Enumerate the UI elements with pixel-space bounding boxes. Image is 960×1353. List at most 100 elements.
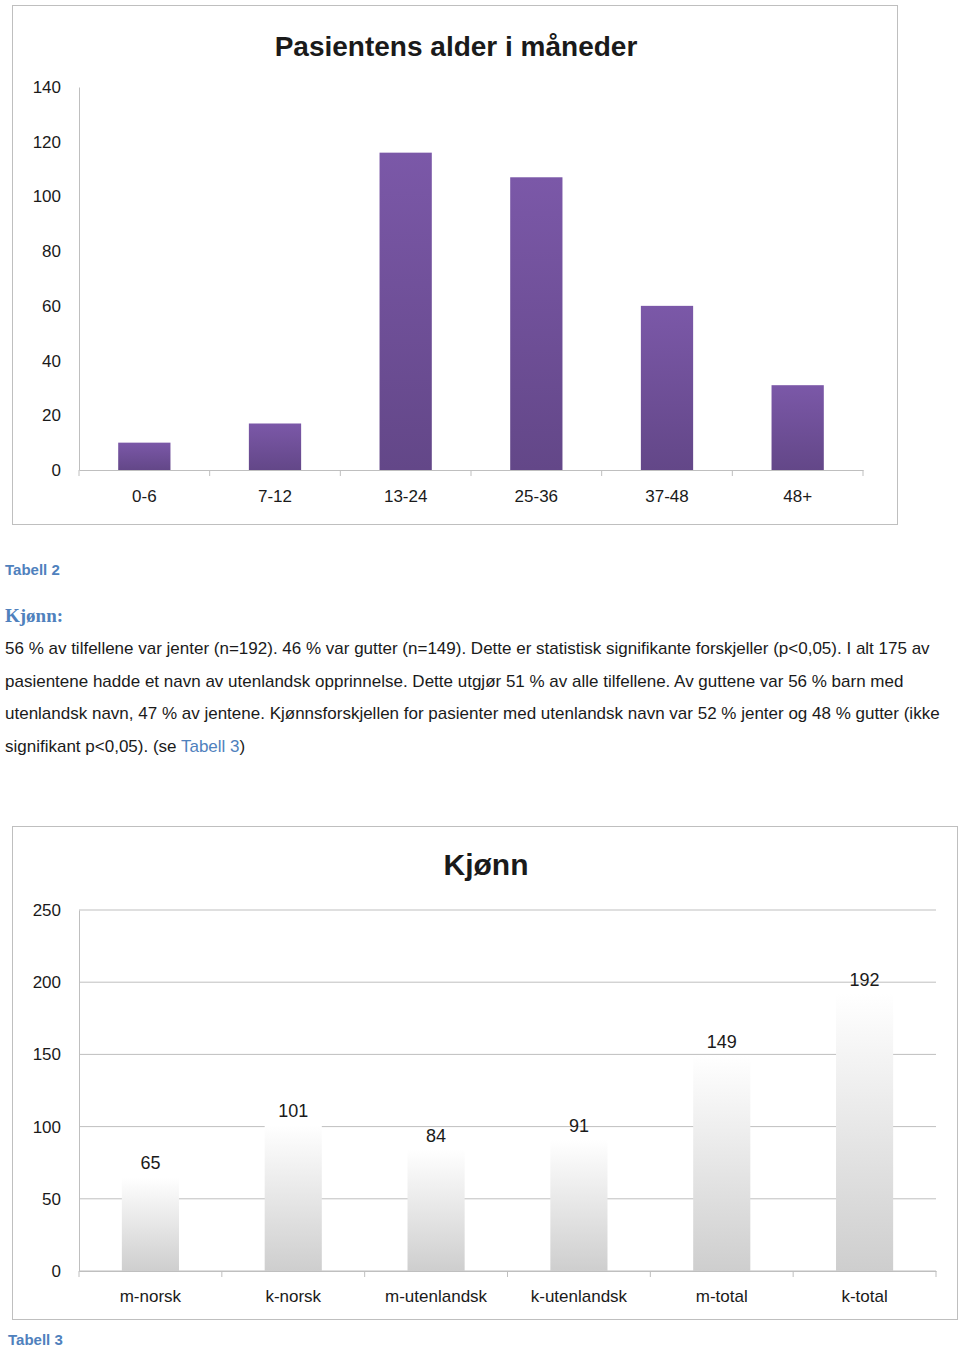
x-separator [732, 470, 733, 476]
data-label: 192 [850, 970, 880, 990]
x-separator [793, 1271, 794, 1277]
y-tick: 0 [52, 1262, 79, 1281]
x-tick: m-norsk [120, 1271, 182, 1306]
bar [641, 306, 693, 470]
bar [265, 1125, 322, 1271]
data-label: 101 [278, 1101, 308, 1121]
x-tick: k-total [841, 1271, 887, 1306]
y-tick: 40 [42, 352, 79, 371]
x-tick-label: m-utenlandsk [385, 1287, 488, 1306]
bar [772, 385, 824, 470]
y-tick-label: 40 [42, 352, 61, 371]
x-tick: 37-48 [645, 470, 688, 506]
chart-0: Pasientens alder i måneder 0 20 40 60 80 100 12… [12, 5, 898, 525]
x-tick-label: 37-48 [645, 487, 688, 506]
chart-title: Pasientens alder i måneder [275, 31, 638, 62]
x-tick-label: k-utenlandsk [531, 1287, 628, 1306]
y-tick-label: 0 [52, 461, 61, 480]
y-axis: 0 20 40 60 80 100 120 140 [33, 78, 80, 480]
y-axis: 0 50 100 150 200 250 [33, 901, 80, 1281]
caption: Tabell 3 [8, 1331, 63, 1348]
y-tick: 60 [42, 297, 79, 316]
y-tick-label: 120 [33, 133, 61, 152]
grid-line [79, 1054, 936, 1055]
bar [249, 423, 301, 470]
y-tick: 0 [52, 461, 79, 480]
x-tick: k-norsk [265, 1271, 321, 1306]
bar [380, 153, 432, 470]
x-separator [221, 1271, 222, 1277]
x-tick: 48+ [783, 470, 812, 506]
x-tick-label: m-norsk [120, 1287, 182, 1306]
bars [122, 994, 893, 1271]
y-tick-label: 100 [33, 187, 61, 206]
y-axis-line [79, 88, 80, 471]
y-tick: 200 [33, 973, 79, 992]
y-tick: 100 [33, 187, 79, 206]
data-label: 91 [569, 1116, 589, 1136]
y-tick: 140 [33, 78, 79, 97]
x-separator [507, 1271, 508, 1277]
x-separators [79, 470, 863, 476]
y-tick: 100 [33, 1118, 79, 1137]
x-tick: m-total [696, 1271, 748, 1306]
bars [118, 153, 824, 470]
x-tick: 13-24 [384, 470, 427, 506]
y-tick: 50 [42, 1190, 79, 1209]
x-tick-label: m-total [696, 1287, 748, 1306]
chart-1: Kjønn 0 50 100 150 200 250 m-norsk k-norsk m-uten… [12, 826, 958, 1320]
grid-line [79, 982, 936, 983]
x-tick: 7-12 [258, 470, 292, 506]
y-tick-label: 50 [42, 1190, 61, 1209]
bar [550, 1140, 607, 1271]
x-tick: k-utenlandsk [531, 1271, 628, 1306]
x-tick-label: 13-24 [384, 487, 427, 506]
grid-line [79, 910, 936, 911]
x-separator [79, 470, 80, 476]
x-axis: 0-6 7-12 13-24 25-36 37-48 48+ [80, 470, 864, 506]
x-separator [936, 1271, 937, 1277]
y-tick: 150 [33, 1045, 79, 1064]
x-tick: 25-36 [515, 470, 558, 506]
link[interactable]: Tabell 3 [181, 737, 240, 756]
y-tick-label: 0 [52, 1262, 61, 1281]
x-separators [79, 1271, 936, 1277]
data-labels: 651018491149192 [140, 970, 879, 1173]
x-separator [863, 470, 864, 476]
x-tick-label: k-norsk [265, 1287, 321, 1306]
x-separator [209, 470, 210, 476]
y-tick-label: 60 [42, 297, 61, 316]
bar [122, 1177, 179, 1271]
x-tick-label: k-total [841, 1287, 887, 1306]
x-tick-label: 48+ [783, 487, 812, 506]
y-tick-label: 150 [33, 1045, 61, 1064]
y-tick: 120 [33, 133, 79, 152]
paragraph: 56 % av tilfellene var jenter (n=192). 4… [5, 633, 957, 763]
x-tick-label: 0-6 [132, 487, 157, 506]
x-separator [650, 1271, 651, 1277]
x-separator [79, 1271, 80, 1277]
y-tick-label: 20 [42, 406, 61, 425]
y-tick-label: 100 [33, 1118, 61, 1137]
x-axis: m-norsk k-norsk m-utenlandsk k-utenlandsk m-… [80, 1271, 937, 1306]
x-tick: m-utenlandsk [385, 1271, 488, 1306]
bar [118, 443, 170, 470]
grid-line [79, 1126, 936, 1127]
x-separator [340, 470, 341, 476]
x-separator [471, 470, 472, 476]
text: ) [240, 737, 246, 756]
y-tick-label: 200 [33, 973, 61, 992]
x-tick-label: 7-12 [258, 487, 292, 506]
grid [79, 910, 936, 1271]
y-tick-label: 80 [42, 242, 61, 261]
bar [510, 177, 562, 470]
y-tick: 80 [42, 242, 79, 261]
y-tick: 20 [42, 406, 79, 425]
heading: Kjønn: [5, 605, 63, 627]
bar [408, 1150, 465, 1271]
y-tick-label: 250 [33, 901, 61, 920]
bar [693, 1056, 750, 1271]
chart-title: Kjønn [444, 848, 529, 881]
grid-line [79, 1198, 936, 1199]
x-separator [601, 470, 602, 476]
